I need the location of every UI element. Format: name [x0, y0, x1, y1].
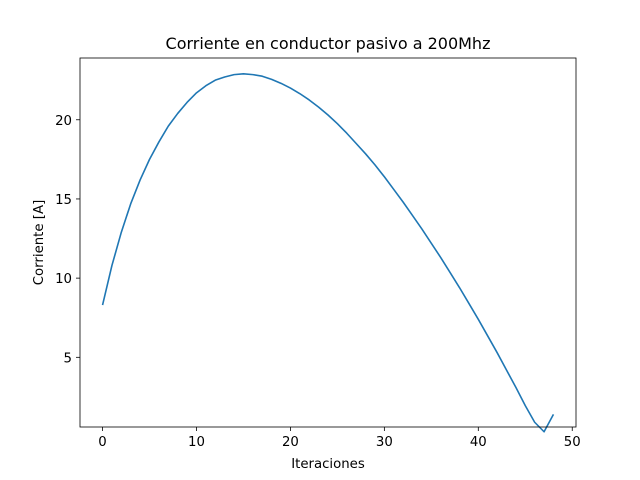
x-tick-label: 10	[188, 435, 205, 450]
y-tick-label: 15	[55, 193, 72, 208]
y-axis-title: Corriente [A]	[32, 200, 47, 286]
y-tick-label: 5	[64, 351, 72, 366]
plot-frame	[79, 57, 577, 428]
y-tick-label: 20	[55, 114, 72, 129]
x-tick-label: 20	[282, 435, 299, 450]
chart-title: Corriente en conductor pasivo a 200Mhz	[166, 34, 491, 53]
y-tick-label: 10	[55, 272, 72, 287]
x-axis-title: Iteraciones	[291, 457, 365, 472]
x-tick-label: 30	[376, 435, 393, 450]
x-tick-label: 40	[470, 435, 487, 450]
series-line	[101, 73, 555, 433]
x-tick-label: 50	[564, 435, 581, 450]
ticks-layer: 0 10 20 30 40 50 5 10 15 20	[55, 114, 581, 450]
x-tick-label: 0	[98, 435, 106, 450]
plot-area	[80, 58, 576, 427]
